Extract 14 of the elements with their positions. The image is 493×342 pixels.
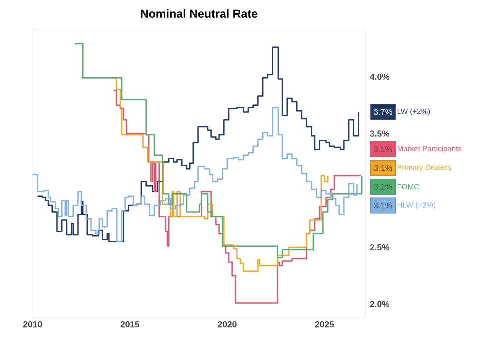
text: 3.1% [374, 165, 392, 171]
y-tick-label: 2.0% [370, 301, 390, 308]
x-tick-label: 2020 [218, 321, 237, 328]
text: 3.1% [374, 184, 392, 190]
y-tick-label: 2.5% [370, 244, 390, 250]
x-tick-label: 2025 [315, 321, 334, 328]
text: 3.7% [374, 109, 392, 115]
x-tick-label: 2015 [120, 321, 140, 328]
y-tick-label: 4.0% [370, 74, 390, 80]
text: 3.1% [374, 146, 392, 152]
chart-title: Nominal Neutral Rate [141, 9, 258, 18]
y-tick-label: 3.5% [370, 130, 390, 137]
x-tick-label: 2010 [24, 321, 42, 328]
text: 3.1% [374, 202, 392, 208]
